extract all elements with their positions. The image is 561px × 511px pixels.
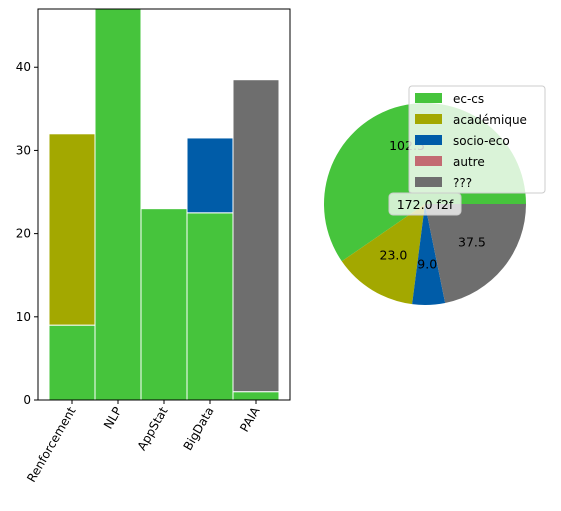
legend-box bbox=[408, 85, 546, 194]
legend-swatch-- bbox=[415, 177, 442, 187]
legend-swatch-ec-cs bbox=[415, 93, 442, 103]
pie-legend: ec-cs académique socio-eco autre??? bbox=[408, 85, 546, 194]
x-tick-label-renforcement: Renforcement bbox=[24, 404, 78, 484]
bar-segment-paia-4 bbox=[232, 79, 280, 393]
pie-slice-label: 23.0 bbox=[380, 248, 408, 263]
bar-segment-bigdata-0 bbox=[186, 212, 234, 401]
y-tick-label: 10 bbox=[16, 310, 31, 324]
bar-segment-bigdata-2 bbox=[186, 137, 234, 214]
x-tick-label-paia: PAIA bbox=[237, 404, 263, 435]
legend-label: ??? bbox=[453, 176, 472, 190]
legend-swatch-acad-mique bbox=[415, 114, 442, 124]
bar-segment-nlp-0 bbox=[94, 8, 142, 401]
pie-slice-acad-mique bbox=[341, 204, 425, 305]
bar-segment-renforcement-1 bbox=[48, 133, 96, 326]
legend-swatch-socio-eco bbox=[415, 135, 442, 145]
legend-label: socio-eco bbox=[453, 134, 510, 148]
y-tick-label: 40 bbox=[16, 60, 31, 74]
pie-center-label-text: 172.0 f2f bbox=[397, 197, 454, 212]
stacked-bar-chart: 0 10 20 30 40 Renforcement NLP AppStat BigData PA… bbox=[16, 8, 291, 485]
pie-center-label: 172.0 f2f bbox=[388, 192, 462, 216]
pie-slice-- bbox=[425, 204, 526, 303]
bar-segment-renforcement-0 bbox=[48, 324, 96, 401]
pie-slice-label: 37.5 bbox=[458, 234, 486, 249]
y-tick-label: 0 bbox=[23, 393, 31, 407]
y-tick-label: 30 bbox=[16, 143, 31, 157]
pie-slice-label: 9.0 bbox=[417, 257, 437, 272]
x-tick-label-appstat: AppStat bbox=[135, 404, 171, 453]
pie-slice-socio-eco bbox=[412, 204, 446, 305]
bar-segment-appstat-0 bbox=[140, 208, 188, 401]
x-tick-label-nlp: NLP bbox=[101, 405, 125, 432]
y-tick-label: 20 bbox=[16, 227, 31, 241]
legend-label: ec-cs bbox=[453, 92, 484, 106]
x-tick-label-bigdata: BigData bbox=[181, 405, 217, 453]
legend-label: autre bbox=[453, 155, 485, 169]
legend-label: académique bbox=[453, 113, 527, 127]
legend-swatch-autre bbox=[415, 156, 442, 166]
bar-segment-paia-0 bbox=[232, 391, 280, 401]
